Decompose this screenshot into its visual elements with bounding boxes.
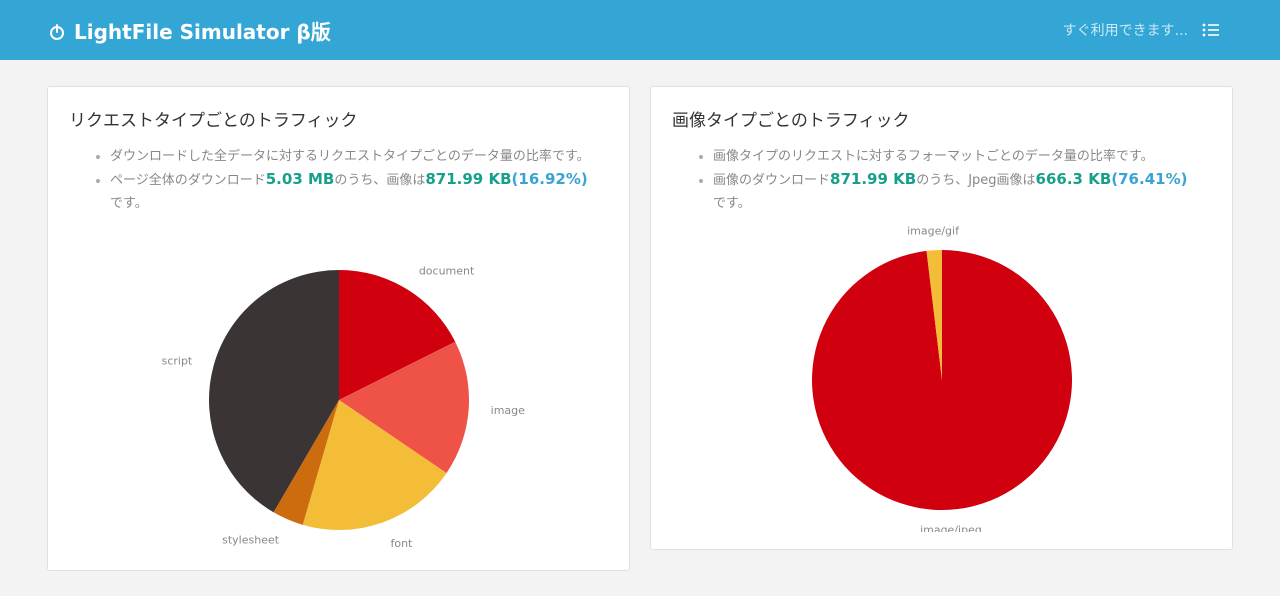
jpeg-percent: (76.41%) — [1111, 170, 1188, 188]
pie-slice-font — [302, 400, 447, 530]
request-type-pie-chart: document image font stylesheet script — [162, 265, 526, 550]
total-size: 5.03 MB — [265, 170, 335, 188]
pie-label: stylesheet — [222, 534, 280, 547]
pie-label: font — [390, 537, 413, 550]
power-icon — [48, 22, 66, 40]
pie-slice-image — [339, 341, 470, 474]
jpeg-size: 666.3 KB — [1035, 170, 1112, 188]
pie-label: image/jpeg — [920, 524, 982, 532]
desc-text: 画像のダウンロード — [713, 173, 831, 188]
desc-item: ページ全体のダウンロード5.03 MBのうち、画像は871.99 KB(16.9… — [110, 168, 630, 215]
pie-label: script — [162, 354, 193, 367]
card-description: 画像タイプのリクエストに対するフォーマットごとのデータ量の比率です。 画像のダウ… — [691, 145, 1233, 215]
desc-item: 画像タイプのリクエストに対するフォーマットごとのデータ量の比率です。 — [713, 145, 1233, 168]
pie-label: document — [419, 265, 475, 278]
image-percent: (16.92%) — [511, 170, 588, 188]
app-header: LightFile Simulator β版 すぐ利用できます... — [0, 0, 1280, 60]
status-text: すぐ利用できます... — [1062, 23, 1188, 39]
brand[interactable]: LightFile Simulator β版 — [48, 16, 331, 45]
desc-text: です。 — [110, 196, 148, 211]
header-status: すぐ利用できます... — [1063, 20, 1220, 40]
list-icon[interactable] — [1202, 21, 1220, 39]
desc-text: です。 — [713, 196, 751, 211]
desc-text: のうち、Jpeg画像は — [916, 173, 1036, 188]
desc-text: ページ全体のダウンロード — [110, 173, 266, 188]
pie-slice-document — [339, 270, 456, 400]
card-title: リクエストタイプごとのトラフィック — [69, 111, 358, 131]
pie-label: image — [491, 404, 525, 417]
pie-slice-stylesheet — [273, 400, 339, 525]
image-size: 871.99 KB — [830, 170, 917, 188]
card-title: 画像タイプごとのトラフィック — [672, 111, 910, 131]
pie-slice-script — [208, 270, 339, 513]
desc-item: ダウンロードした全データに対するリクエストタイプごとのデータ量の比率です。 — [110, 145, 630, 168]
card-description: ダウンロードした全データに対するリクエストタイプごとのデータ量の比率です。 ペー… — [88, 145, 630, 215]
desc-text: のうち、画像は — [334, 173, 426, 188]
image-type-traffic-card: 画像タイプごとのトラフィック 画像タイプのリクエストに対するフォーマットごとのデ… — [650, 86, 1233, 550]
request-type-traffic-card: リクエストタイプごとのトラフィック ダウンロードした全データに対するリクエストタ… — [47, 86, 630, 571]
brand-title: LightFile Simulator β版 — [74, 20, 331, 44]
pie-label: image/gif — [907, 224, 960, 237]
image-type-pie-chart: image/jpeg image/gif — [812, 224, 1072, 532]
pie-slice-image-gif — [926, 250, 942, 380]
image-size: 871.99 KB — [425, 170, 512, 188]
desc-item: 画像のダウンロード871.99 KBのうち、Jpeg画像は666.3 KB(76… — [713, 168, 1233, 215]
